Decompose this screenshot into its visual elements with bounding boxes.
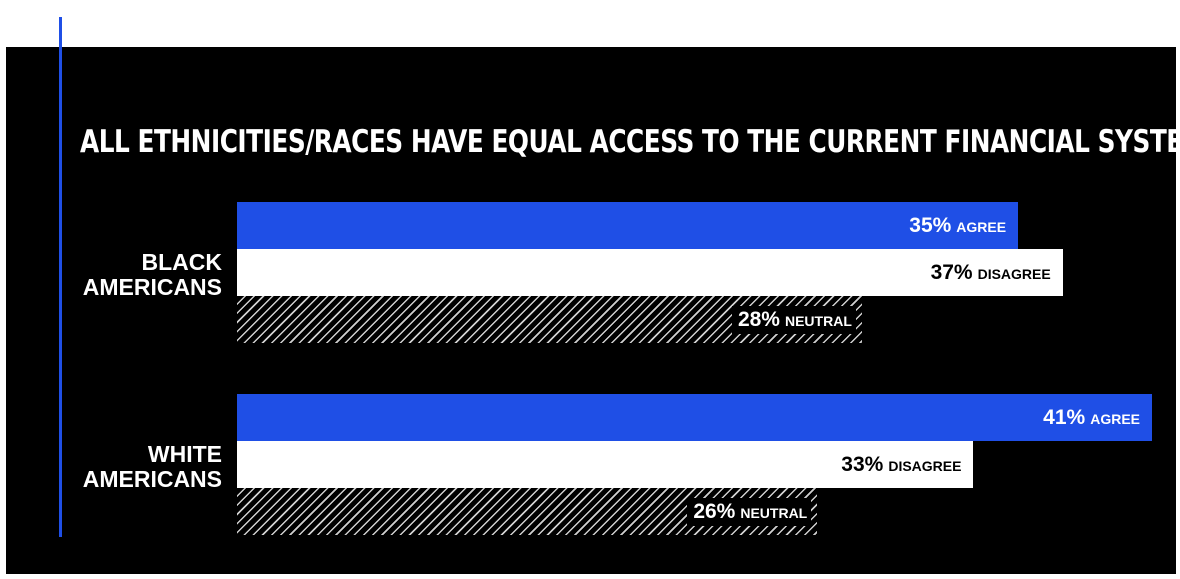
data-label-value: 26% (693, 499, 736, 523)
data-label-series: DISAGREE (888, 457, 962, 474)
category-label-line: BLACK (141, 249, 223, 275)
category-label-line: AMERICANS (82, 274, 222, 300)
data-label-series: NEUTRAL (784, 312, 852, 329)
data-label-series: AGREE (1090, 410, 1140, 427)
data-label-value: 33% (841, 452, 884, 476)
data-label: 37% DISAGREE (931, 261, 1051, 285)
data-label-value: 37% (930, 260, 973, 284)
data-label: 35% AGREE (909, 214, 1006, 238)
category-label-line: AMERICANS (82, 466, 222, 492)
data-label: 33% DISAGREE (841, 453, 961, 477)
data-label-value: 28% (737, 307, 780, 331)
data-label-value: 41% (1043, 405, 1086, 429)
data-label: 28% NEUTRAL (731, 305, 856, 334)
data-label-series: AGREE (956, 218, 1007, 235)
data-label-series: DISAGREE (977, 265, 1051, 282)
data-label-value: 35% (909, 213, 952, 237)
chart-title: ALL ETHNICITIES/RACES HAVE EQUAL ACCESS … (80, 124, 1180, 160)
bar-disagree: 33% DISAGREE (237, 441, 974, 488)
bar-disagree: 37% DISAGREE (237, 249, 1063, 296)
bar-agree: 41% AGREE (237, 394, 1152, 441)
category-label-line: WHITE (147, 441, 222, 467)
bar-neutral: 26% NEUTRAL (237, 488, 818, 535)
data-label-series: NEUTRAL (740, 504, 808, 521)
bar-agree: 35% AGREE (237, 202, 1019, 249)
category-label: BLACK AMERICANS (40, 250, 222, 300)
data-label: 26% NEUTRAL (687, 497, 812, 526)
category-label: WHITE AMERICANS (40, 442, 222, 492)
data-label: 41% AGREE (1043, 406, 1140, 430)
bar-neutral: 28% NEUTRAL (237, 296, 862, 343)
accent-line (59, 17, 62, 537)
